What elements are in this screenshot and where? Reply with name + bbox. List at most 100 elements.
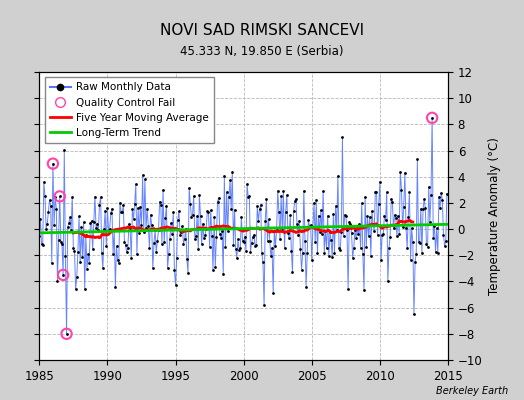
Point <box>413 156 421 163</box>
Point <box>401 170 409 176</box>
Point <box>282 192 291 198</box>
Point <box>188 211 196 218</box>
Point <box>192 233 200 239</box>
Point <box>198 241 206 248</box>
Point <box>355 221 364 228</box>
Point <box>378 231 386 238</box>
Text: Berkeley Earth: Berkeley Earth <box>436 386 508 396</box>
Point <box>297 267 305 273</box>
Point <box>288 269 297 275</box>
Point <box>271 242 280 249</box>
Point <box>72 274 81 280</box>
Point <box>296 246 304 252</box>
Point <box>217 235 225 242</box>
Point <box>88 218 96 224</box>
Point <box>337 229 345 236</box>
Point <box>258 249 266 256</box>
Point <box>439 232 447 238</box>
Point <box>208 232 216 239</box>
Point <box>311 239 319 246</box>
Point <box>384 278 392 284</box>
Point <box>342 213 350 219</box>
Point <box>422 241 431 248</box>
Point <box>266 238 274 245</box>
Point <box>42 226 50 232</box>
Point <box>40 179 48 185</box>
Point <box>248 234 257 240</box>
Point <box>377 257 385 264</box>
Point <box>101 208 110 214</box>
Point <box>222 189 231 195</box>
Point <box>405 189 413 196</box>
Point <box>375 200 383 207</box>
Point <box>102 243 111 250</box>
Point <box>326 229 334 236</box>
Point <box>438 197 446 203</box>
Point <box>344 286 352 292</box>
Point <box>247 240 256 246</box>
Point <box>180 236 189 242</box>
Point <box>237 214 246 220</box>
Point <box>156 198 164 205</box>
Point <box>179 240 188 247</box>
Point <box>293 221 301 228</box>
Point <box>93 221 101 227</box>
Point <box>159 186 167 193</box>
Point <box>436 205 444 212</box>
Point <box>428 115 436 121</box>
Point <box>213 199 222 205</box>
Point <box>163 265 172 271</box>
Point <box>398 224 407 230</box>
Point <box>433 250 442 256</box>
Point <box>84 251 92 258</box>
Point <box>59 272 67 278</box>
Point <box>60 147 69 153</box>
Point <box>172 254 181 261</box>
Point <box>343 226 351 233</box>
Point <box>200 235 208 241</box>
Point <box>128 206 137 212</box>
Point <box>135 229 144 236</box>
Point <box>263 238 271 244</box>
Point <box>168 230 176 237</box>
Point <box>360 287 368 294</box>
Point <box>265 216 273 222</box>
Point <box>81 286 89 292</box>
Point <box>117 208 125 215</box>
Point <box>277 193 285 199</box>
Point <box>181 226 190 232</box>
Point <box>174 208 183 214</box>
Point <box>414 238 423 245</box>
Point <box>231 206 239 213</box>
Point <box>309 224 317 230</box>
Point <box>408 225 416 231</box>
Point <box>440 243 449 249</box>
Point <box>246 248 255 255</box>
Point <box>212 234 221 240</box>
Point <box>390 212 399 218</box>
Point <box>199 220 207 227</box>
Text: NOVI SAD RIMSKI SANCEVI: NOVI SAD RIMSKI SANCEVI <box>160 23 364 38</box>
Point <box>329 211 337 218</box>
Point <box>287 248 296 254</box>
Point <box>194 246 202 252</box>
Point <box>59 272 67 278</box>
Point <box>421 204 430 211</box>
Point <box>255 206 264 212</box>
Point <box>218 228 226 234</box>
Point <box>290 198 299 204</box>
Point <box>108 205 116 212</box>
Point <box>260 302 268 308</box>
Point <box>336 247 344 253</box>
Point <box>176 232 184 239</box>
Point <box>147 222 156 228</box>
Point <box>187 214 195 220</box>
Point <box>395 231 403 238</box>
Point <box>115 260 123 266</box>
Point <box>94 227 103 234</box>
Point <box>49 160 57 167</box>
Point <box>370 228 378 234</box>
Point <box>140 176 149 182</box>
Point <box>389 224 398 231</box>
Point <box>195 192 203 199</box>
